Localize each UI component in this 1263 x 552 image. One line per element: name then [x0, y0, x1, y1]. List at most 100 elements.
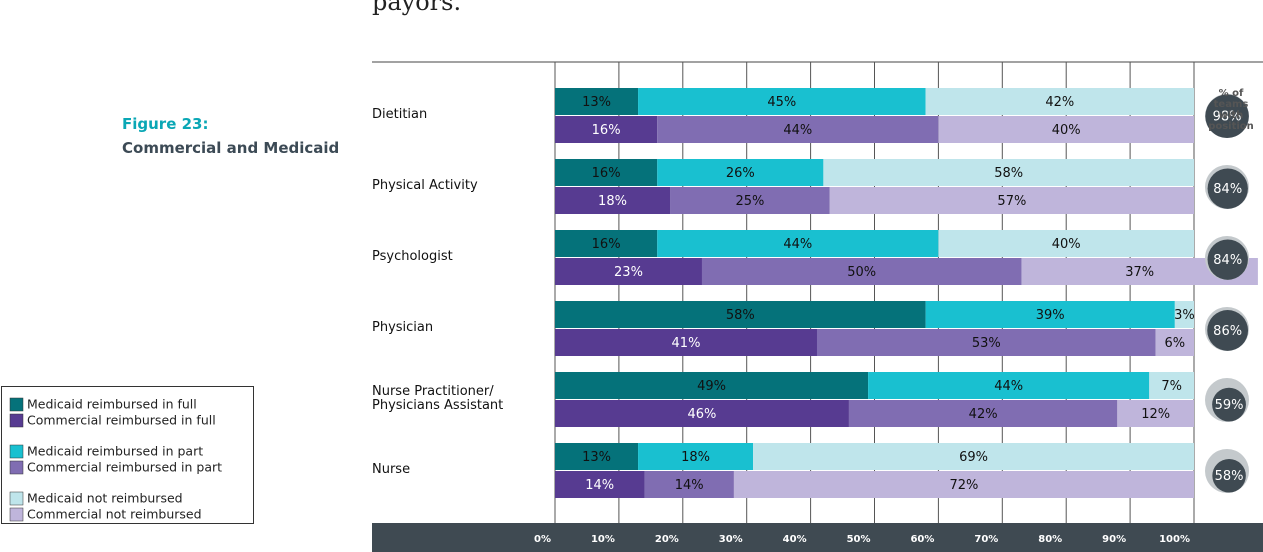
position-dot	[1212, 458, 1246, 493]
value-label: 16%	[592, 166, 621, 181]
bar-segment	[868, 372, 1150, 399]
x-tick-label: 0%	[534, 534, 551, 545]
bar-segment	[670, 187, 830, 214]
value-label: 18%	[681, 450, 710, 465]
value-label: 12%	[1141, 407, 1170, 422]
value-label: 57%	[997, 194, 1026, 209]
bar-segment	[657, 159, 824, 186]
legend-swatch	[9, 507, 24, 522]
bar-segment	[816, 329, 1156, 356]
position-label: 86%	[1213, 324, 1242, 339]
position-label: 84%	[1213, 253, 1242, 268]
value-label: 40%	[1052, 123, 1081, 138]
legend-swatch	[9, 397, 24, 412]
value-label: 49%	[697, 379, 726, 394]
value-label: 42%	[1045, 95, 1074, 110]
legend-swatch	[9, 460, 24, 475]
value-label: 13%	[582, 95, 611, 110]
value-label: 58%	[726, 308, 755, 323]
legend-swatch	[9, 491, 24, 506]
category-label: Nurse	[372, 462, 411, 477]
bar-segment	[1117, 400, 1194, 427]
bar-segment	[848, 400, 1118, 427]
position-header: % of teams with position	[1208, 88, 1254, 132]
bar-segment	[555, 329, 817, 356]
category-label: Dietitian	[372, 107, 428, 122]
position-label: 58%	[1215, 469, 1244, 484]
legend-label: Medicaid reimbursed in part	[27, 444, 203, 459]
value-label: 46%	[688, 407, 717, 422]
value-label: 44%	[783, 123, 812, 138]
bar-segment	[1149, 372, 1194, 399]
x-tick-label: 50%	[847, 534, 871, 545]
bar-segment	[938, 116, 1194, 143]
bar-segment	[555, 230, 658, 257]
value-label: 72%	[950, 478, 979, 493]
axis-band	[372, 523, 1263, 552]
position-label: 59%	[1215, 398, 1244, 413]
category-label: Physical Activity	[372, 178, 478, 193]
value-label: 14%	[675, 478, 704, 493]
category-label: Psychologist	[372, 249, 453, 264]
category-label: Physician	[372, 320, 434, 335]
chart-title: Commercial and Medicaid	[122, 139, 340, 157]
value-label: 39%	[1036, 308, 1065, 323]
x-tick-label: 30%	[719, 534, 743, 545]
value-label: 37%	[1125, 265, 1154, 280]
bar-segment	[644, 471, 734, 498]
position-label: 84%	[1213, 182, 1242, 197]
bar-segment	[555, 372, 869, 399]
x-tick-label: 100%	[1159, 534, 1190, 545]
bar-segment	[555, 187, 671, 214]
bar-segment	[753, 443, 1194, 470]
value-label: 50%	[847, 265, 876, 280]
value-label: 69%	[959, 450, 988, 465]
figure-label: Figure 23:	[122, 115, 209, 133]
value-label: 6%	[1165, 336, 1186, 351]
bar-segment	[555, 301, 926, 328]
position-dot	[1207, 168, 1248, 209]
bar-segment	[555, 443, 639, 470]
legend-label: Commercial reimbursed in part	[27, 460, 222, 475]
value-label: 14%	[585, 478, 614, 493]
bar-segment	[925, 88, 1194, 115]
bar-segment	[555, 116, 658, 143]
value-label: 13%	[582, 450, 611, 465]
bar-segment	[555, 471, 645, 498]
bar-segment	[701, 258, 1022, 285]
legend-swatch	[9, 413, 24, 428]
position-dot	[1207, 310, 1249, 351]
bar-segment	[555, 258, 702, 285]
x-tick-label: 80%	[1038, 534, 1062, 545]
bar-segment	[733, 471, 1194, 498]
legend-label: Commercial reimbursed in full	[27, 413, 216, 428]
legend-swatch	[9, 444, 24, 459]
x-tick-label: 60%	[910, 534, 934, 545]
value-label: 7%	[1161, 379, 1182, 394]
value-label: 41%	[672, 336, 701, 351]
bar-segment	[1155, 329, 1194, 356]
bar-segment	[829, 187, 1194, 214]
value-label: 3%	[1174, 308, 1195, 323]
x-tick-label: 20%	[655, 534, 679, 545]
position-dot	[1205, 94, 1249, 138]
legend	[1, 386, 254, 524]
value-label: 40%	[1052, 237, 1081, 252]
bar-segment	[638, 443, 754, 470]
value-label: 45%	[767, 95, 796, 110]
legend-label: Medicaid not reimbursed	[27, 491, 183, 506]
bar-segment	[925, 301, 1175, 328]
x-tick-label: 70%	[974, 534, 998, 545]
value-label: 23%	[614, 265, 643, 280]
position-dot	[1212, 387, 1246, 422]
x-tick-label: 10%	[591, 534, 615, 545]
legend-label: Medicaid reimbursed in full	[27, 397, 197, 412]
legend-label: Commercial not reimbursed	[27, 507, 202, 522]
position-label: 98%	[1213, 110, 1242, 125]
category-label: Nurse Practitioner/ Physicians Assistant	[372, 384, 504, 413]
value-label: 58%	[994, 166, 1023, 181]
bar-segment	[657, 230, 939, 257]
bar-segment	[555, 159, 658, 186]
